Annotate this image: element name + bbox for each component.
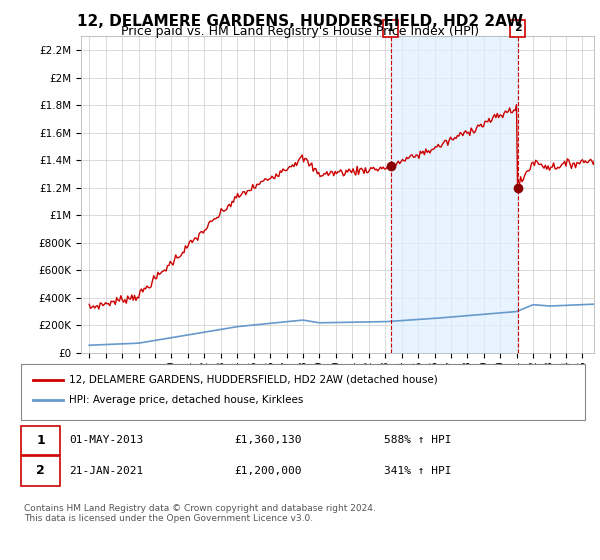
Text: £1,200,000: £1,200,000 xyxy=(234,466,302,476)
Bar xyxy=(391,36,518,353)
Text: 12, DELAMERE GARDENS, HUDDERSFIELD, HD2 2AW: 12, DELAMERE GARDENS, HUDDERSFIELD, HD2 … xyxy=(77,14,523,29)
Text: 2: 2 xyxy=(36,464,45,478)
Text: 588% ↑ HPI: 588% ↑ HPI xyxy=(384,435,452,445)
Text: 01-MAY-2013: 01-MAY-2013 xyxy=(69,435,143,445)
Text: Contains HM Land Registry data © Crown copyright and database right 2024.
This d: Contains HM Land Registry data © Crown c… xyxy=(24,504,376,524)
Text: 12, DELAMERE GARDENS, HUDDERSFIELD, HD2 2AW (detached house): 12, DELAMERE GARDENS, HUDDERSFIELD, HD2 … xyxy=(69,375,438,385)
Text: 21-JAN-2021: 21-JAN-2021 xyxy=(69,466,143,476)
Text: Price paid vs. HM Land Registry's House Price Index (HPI): Price paid vs. HM Land Registry's House … xyxy=(121,25,479,38)
Text: HPI: Average price, detached house, Kirklees: HPI: Average price, detached house, Kirk… xyxy=(69,395,304,405)
Text: 1: 1 xyxy=(36,433,45,447)
Text: £1,360,130: £1,360,130 xyxy=(234,435,302,445)
Text: 341% ↑ HPI: 341% ↑ HPI xyxy=(384,466,452,476)
Text: 2: 2 xyxy=(514,23,521,33)
Text: 1: 1 xyxy=(387,23,394,33)
